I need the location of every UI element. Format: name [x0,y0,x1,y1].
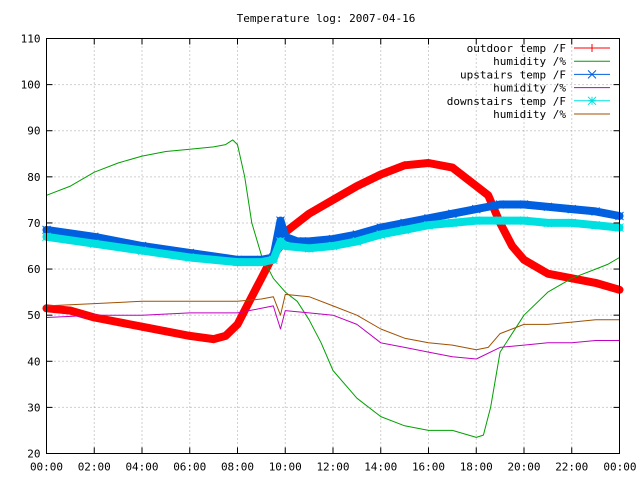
x-tick-label: 12:00 [316,461,349,474]
data-point [161,327,170,336]
y-tick-label: 60 [27,263,40,276]
data-point [352,182,361,191]
data-point [280,241,290,251]
data-point [185,331,194,340]
data-point [591,207,600,216]
data-point [304,243,314,253]
legend-label: humidity /% [493,55,566,68]
series-3 [46,305,620,360]
y-tick-label: 50 [27,309,40,322]
legend-label: humidity /% [493,82,566,95]
data-point [543,218,553,228]
data-point [448,209,457,219]
x-tick-label: 16:00 [412,461,445,474]
data-point [448,218,457,228]
x-tick-label: 02:00 [78,461,111,474]
data-point [352,237,362,246]
axis-ticks: 20 30 40 50 60 70 80 90 100 110 00:00 02:00 04:00 06:… [21,33,637,474]
y-tick-label: 80 [27,171,40,184]
series-line [46,305,620,360]
data-point [328,241,338,251]
data-point [591,278,600,287]
x-tick-label: 20:00 [507,461,540,474]
data-point [137,246,147,255]
series-line [46,293,620,351]
series-layer [42,139,624,438]
data-point [591,220,600,230]
legend-label: upstairs temp /F [460,68,566,81]
data-point [543,269,552,278]
data-point [424,159,433,167]
legend-label: outdoor temp /F [467,42,566,55]
series-line [46,139,620,438]
series-1 [46,139,620,438]
y-tick-label: 30 [27,401,40,414]
data-point [448,163,457,172]
data-point [471,204,481,214]
data-point [588,44,596,52]
x-tick-label: 04:00 [125,461,158,474]
legend-label: humidity /% [493,108,566,121]
data-point [484,191,493,200]
data-point [257,274,266,283]
data-point [276,237,285,246]
x-tick-label: 08:00 [221,461,254,474]
data-point [114,318,123,327]
y-tick-label: 20 [27,448,40,461]
data-point [276,216,285,225]
data-point [567,204,577,214]
data-point [138,322,146,331]
data-point [519,216,529,225]
data-point [508,242,517,250]
x-tick-label: 00:00 [30,461,63,474]
x-tick-label: 22:00 [555,461,588,474]
y-tick-label: 100 [21,79,41,92]
data-point [400,161,409,170]
data-point [268,255,278,265]
y-tick-label: 40 [27,355,40,368]
data-point [209,335,218,344]
data-point [471,216,481,225]
data-point [520,255,528,264]
data-point [376,170,385,179]
series-2 [42,200,624,265]
data-point [400,225,409,235]
x-tick-label: 06:00 [173,461,206,474]
data-point [519,200,529,209]
data-point [245,297,254,306]
data-point [424,220,433,230]
data-point [257,257,266,267]
x-tick-label: 14:00 [364,461,397,474]
data-point [185,253,195,262]
data-point [233,320,242,329]
chart-title: Temperature log: 2007-04-16 [237,12,416,25]
data-point [233,257,242,267]
data-point [587,96,597,106]
data-point [221,331,230,340]
legend-label: downstairs temp /F [447,95,566,108]
y-tick-label: 110 [21,33,41,46]
data-point [305,209,314,218]
data-point [495,200,505,209]
data-point [587,70,597,79]
data-point [472,182,481,191]
data-point [495,216,505,225]
x-tick-label: 10:00 [269,461,302,474]
data-point [329,195,337,204]
x-tick-label: 00:00 [603,461,636,474]
x-tick-label: 18:00 [460,461,493,474]
series-5 [46,293,620,351]
data-point [567,218,577,228]
series-0 [42,159,624,344]
data-point [66,306,75,315]
data-point [89,239,99,249]
data-point [376,230,386,239]
data-point [543,202,553,212]
y-tick-label: 70 [27,217,40,230]
y-tick-label: 90 [27,125,40,138]
